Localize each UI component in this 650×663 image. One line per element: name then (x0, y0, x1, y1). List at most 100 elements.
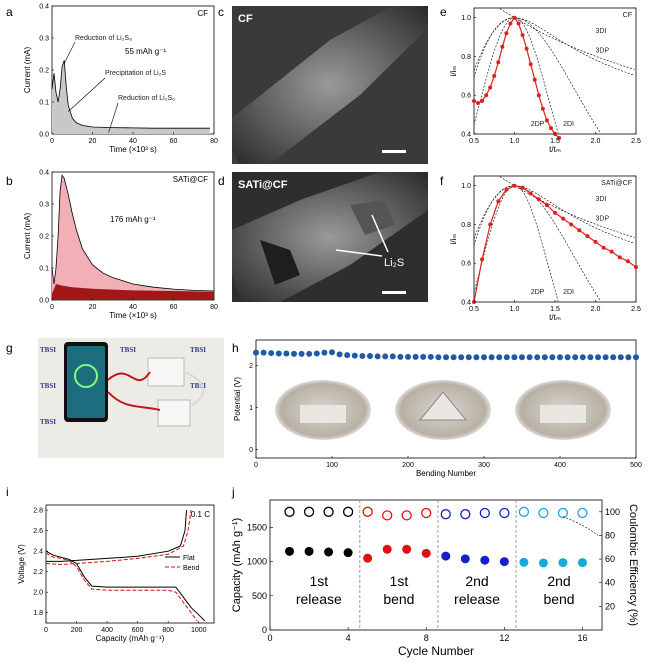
data-point (617, 354, 624, 361)
x-tick-label: 0.5 (469, 306, 479, 313)
annotation: 176 mAh g⁻¹ (110, 215, 156, 224)
data-point (427, 353, 434, 360)
sem-image-cf: CF (232, 6, 428, 164)
data-point (476, 100, 481, 105)
data-point (253, 349, 259, 356)
model-curve (473, 185, 601, 301)
data-point (540, 106, 545, 111)
efficiency-point (499, 507, 510, 519)
data-point (306, 350, 313, 357)
annotation-arrow (67, 77, 106, 112)
data-point (557, 135, 562, 140)
y-tick-label: 0.8 (461, 54, 471, 61)
efficiency-point (342, 506, 354, 517)
data-point (587, 354, 594, 361)
y-tick-label: 0.4 (461, 132, 471, 139)
data-point (275, 350, 282, 357)
model-label: 3DI (596, 28, 607, 35)
model-label: 3DP (596, 216, 610, 223)
data-point (579, 354, 586, 361)
efficiency-point (362, 506, 373, 517)
x-tick-label: 400 (554, 462, 566, 469)
x-tick-label: 2.0 (591, 306, 601, 313)
efficiency-point (323, 506, 334, 517)
data-point (557, 354, 563, 361)
data-point (473, 354, 480, 361)
panel-letter-h: h (232, 341, 239, 355)
data-point (298, 350, 305, 357)
area-fill-base (52, 284, 214, 300)
data-point (359, 353, 366, 360)
capacity-point (460, 554, 470, 564)
data-point (633, 354, 639, 361)
y-axis-label: i/iₘ (449, 66, 458, 77)
plot-frame (473, 175, 637, 303)
x-axis-label: t/tₘ (549, 313, 561, 322)
plot-frame (269, 499, 603, 631)
data-point (504, 187, 509, 192)
x-tick-label: 1.0 (510, 306, 520, 313)
annotation-arrow (63, 41, 76, 64)
x-tick-label: 0 (44, 627, 48, 634)
photo-brand-2: TBSI (120, 346, 136, 354)
capacity-point (577, 558, 587, 568)
photo-brand-3: TBSI (190, 346, 206, 354)
x-tick-label: 80 (210, 304, 218, 311)
data-point (561, 216, 566, 221)
x-axis-label: Capacity (mAh g⁻¹) (96, 634, 165, 643)
panel-letter-j: j (231, 485, 235, 499)
y2-tick-label: 20 (605, 601, 615, 611)
data-point (544, 203, 549, 208)
efficiency-point (401, 510, 412, 521)
panel-letter-b: b (6, 174, 13, 188)
area-fill (52, 60, 210, 134)
annotation-arrow (108, 102, 119, 133)
x-tick-label: 0 (267, 633, 272, 643)
x-tick-label: 1.5 (550, 138, 560, 145)
efficiency-point (577, 507, 588, 519)
x-tick-label: 100 (326, 462, 338, 469)
data-point (397, 353, 404, 360)
capacity-point (480, 555, 490, 565)
y2-axis-label: Coulombic Efficiency (%) (627, 504, 639, 626)
y-tick-label: 0.3 (39, 36, 49, 43)
stage-label: release (454, 591, 500, 607)
x-tick-label: 16 (577, 633, 587, 643)
model-label: 2DP (531, 121, 545, 128)
data-point (572, 354, 579, 361)
data-point (389, 353, 396, 360)
data-point (492, 73, 497, 78)
data-point (450, 354, 457, 361)
area-fill (52, 175, 214, 300)
y-tick-label: 0.1 (39, 100, 49, 107)
capacity-point (324, 547, 334, 557)
x-tick-label: 200 (402, 462, 414, 469)
y2-tick-label: 40 (605, 578, 615, 588)
sample-label: CF (623, 12, 632, 19)
data-point (610, 354, 617, 361)
series-line (473, 16, 560, 139)
model-label: 2DI (563, 289, 574, 296)
x-tick-label: 800 (162, 627, 174, 634)
data-point (496, 199, 501, 204)
data-point (484, 93, 489, 98)
capacity-point (343, 548, 353, 558)
y-tick-label: 2.4 (33, 549, 43, 556)
data-point (634, 265, 638, 270)
panel-letter-c: c (218, 5, 224, 19)
efficiency-point (479, 507, 490, 519)
y-tick-label: 1000 (247, 557, 267, 567)
y-tick-label: 0.1 (39, 266, 49, 273)
efficiency-point (421, 507, 432, 519)
capacity-point (538, 558, 548, 568)
series-line-bend-discharge (45, 552, 198, 622)
y-axis-label: Current (mA) (23, 47, 32, 94)
x-axis-label: t/tₘ (549, 145, 561, 154)
capacity-point (519, 557, 529, 567)
data-point (481, 354, 487, 361)
data-point (553, 210, 557, 215)
data-point (374, 353, 381, 360)
panel-letter-d: d (218, 174, 225, 188)
sem-label-sati: SATi@CF (238, 179, 288, 191)
data-point (625, 259, 630, 264)
